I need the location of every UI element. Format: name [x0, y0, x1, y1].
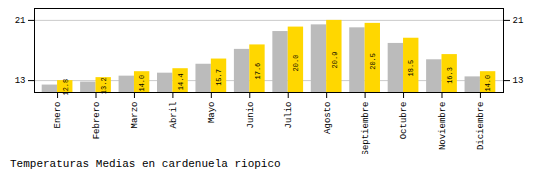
svg-text:Marzo: Marzo: [130, 102, 140, 129]
svg-text:13: 13: [15, 76, 26, 86]
svg-text:Mayo: Mayo: [207, 102, 217, 124]
svg-text:20.0: 20.0: [292, 55, 300, 72]
svg-text:Abril: Abril: [169, 102, 179, 129]
svg-text:Agosto: Agosto: [323, 102, 333, 134]
svg-text:Junio: Junio: [246, 102, 256, 129]
svg-text:20.5: 20.5: [369, 53, 377, 70]
svg-text:14.0: 14.0: [138, 75, 146, 92]
svg-text:14.0: 14.0: [484, 75, 492, 92]
svg-text:21: 21: [513, 16, 524, 26]
svg-text:16.3: 16.3: [446, 67, 454, 84]
svg-text:15.7: 15.7: [215, 69, 223, 86]
svg-text:Noviembre: Noviembre: [438, 102, 448, 151]
svg-text:18.5: 18.5: [407, 60, 415, 77]
svg-text:Julio: Julio: [284, 102, 294, 129]
svg-text:14.4: 14.4: [177, 73, 185, 90]
svg-text:Febrero: Febrero: [92, 102, 102, 140]
svg-text:12.8: 12.8: [61, 79, 69, 96]
svg-text:21: 21: [15, 16, 26, 26]
html-text:Temperaturas Medias en cardenu: Temperaturas Medias en cardenuela riopic…: [10, 158, 281, 170]
svg-text:13: 13: [513, 76, 524, 86]
svg-text:20.9: 20.9: [331, 52, 339, 69]
svg-text:Septiembre: Septiembre: [361, 102, 371, 155]
svg-text:13.2: 13.2: [100, 77, 108, 94]
svg-text:17.6: 17.6: [254, 63, 262, 80]
svg-text:Octubre: Octubre: [399, 102, 409, 140]
svg-text:Diciembre: Diciembre: [476, 102, 486, 151]
svg-text:Enero: Enero: [53, 102, 63, 129]
